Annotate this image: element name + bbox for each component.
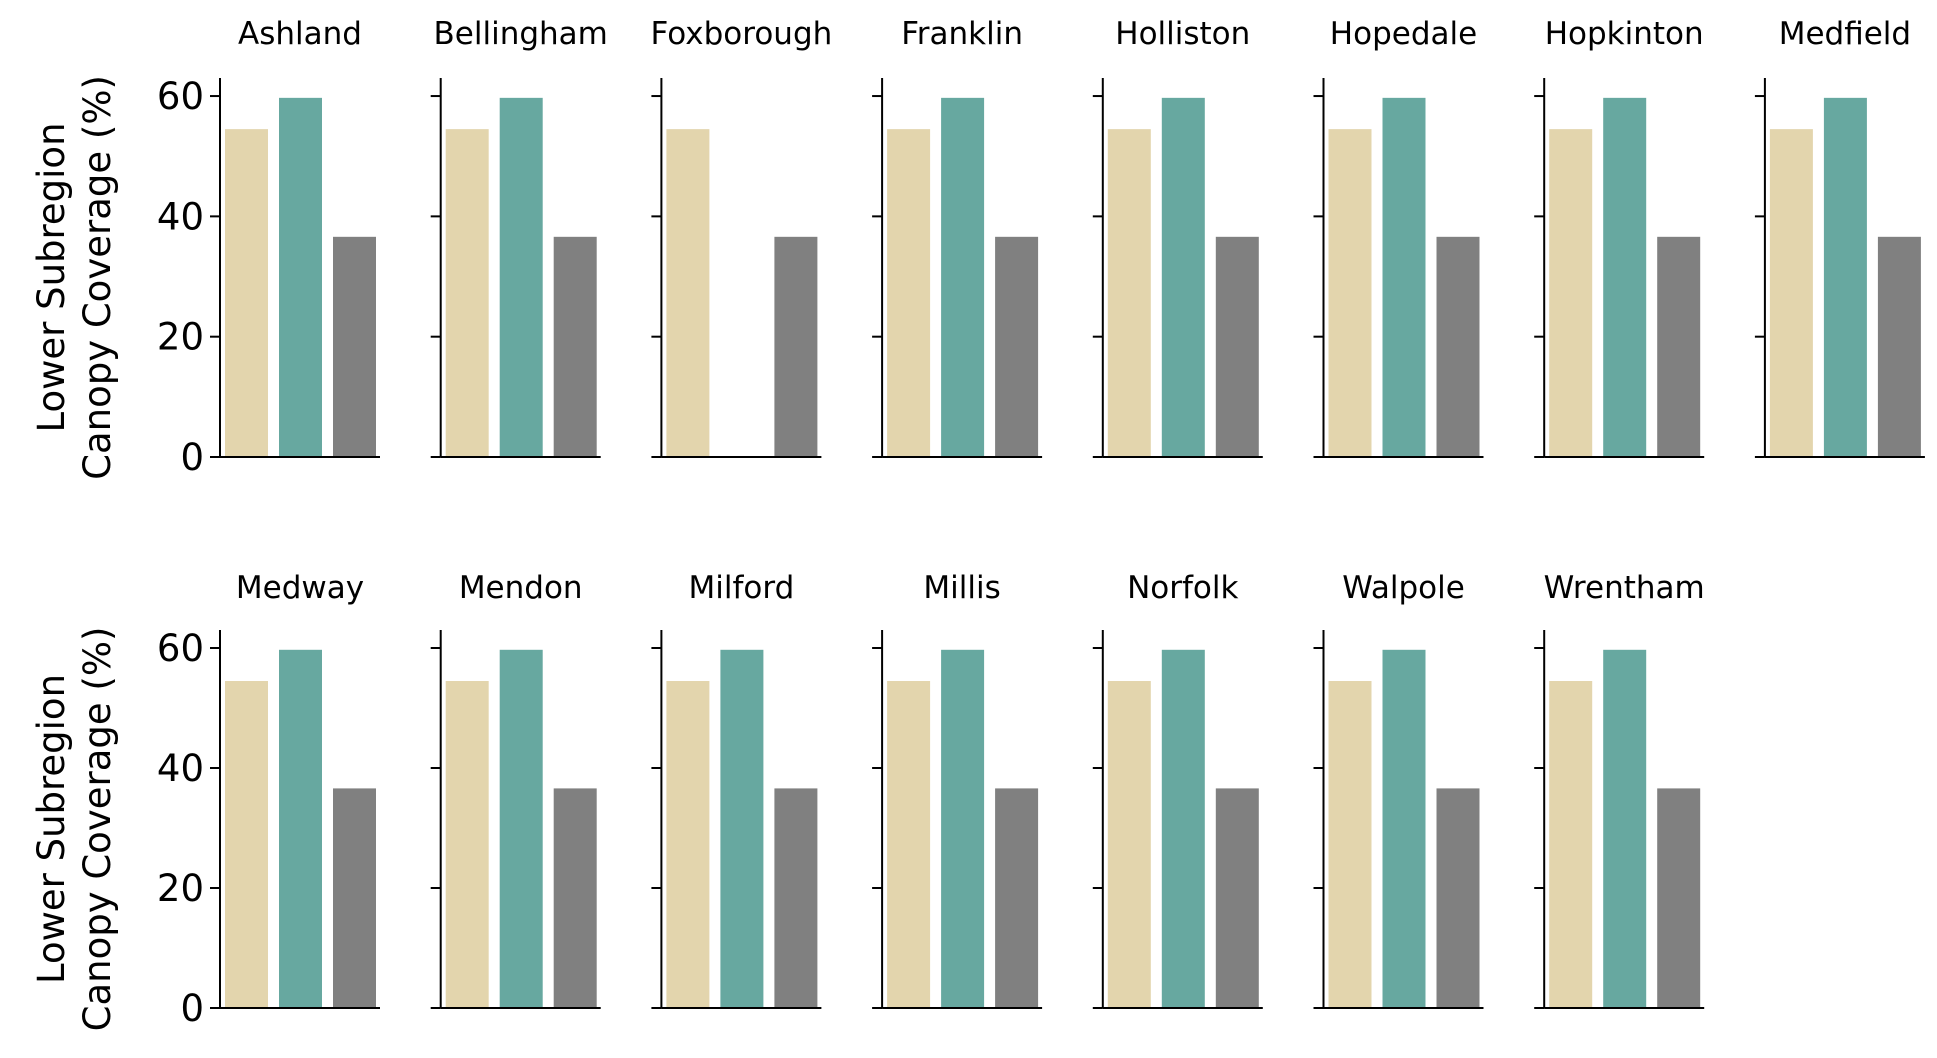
bar bbox=[1107, 129, 1151, 457]
bar bbox=[1769, 129, 1813, 457]
panel-walpole: Walpole bbox=[1313, 570, 1484, 1009]
bar bbox=[1161, 97, 1205, 457]
bar bbox=[1549, 129, 1593, 457]
bar bbox=[1436, 788, 1480, 1008]
bar bbox=[1657, 788, 1701, 1008]
bar bbox=[333, 788, 376, 1008]
panel-holliston: Holliston bbox=[1092, 16, 1263, 458]
y-axis-label-line1: Lower Subregion bbox=[30, 674, 73, 984]
bar bbox=[225, 129, 268, 457]
bar bbox=[445, 681, 489, 1008]
bar bbox=[887, 681, 931, 1008]
bar bbox=[666, 681, 710, 1008]
bar bbox=[1328, 129, 1372, 457]
panel-foxborough: Foxborough bbox=[651, 16, 833, 458]
panel-milford: Milford bbox=[651, 570, 822, 1009]
bar bbox=[1107, 681, 1151, 1008]
bar bbox=[225, 681, 268, 1008]
panel-medway: Medway 0 20 40 60 bbox=[157, 570, 380, 1030]
panel-title: Franklin bbox=[901, 16, 1023, 52]
panel-title: Holliston bbox=[1115, 16, 1250, 52]
panel-title: Hopkinton bbox=[1545, 16, 1704, 52]
panel-title: Bellingham bbox=[434, 16, 608, 52]
bar bbox=[279, 649, 322, 1008]
bar bbox=[1549, 681, 1593, 1008]
panel-title: Norfolk bbox=[1127, 570, 1238, 606]
bar bbox=[720, 649, 764, 1008]
bar bbox=[1215, 236, 1259, 457]
y-tick-label: 20 bbox=[157, 316, 204, 359]
bar bbox=[445, 129, 489, 457]
panel-ashland: Ashland 0 20 40 60 bbox=[157, 16, 380, 479]
panel-title: Mendon bbox=[459, 570, 583, 606]
bar bbox=[774, 788, 818, 1008]
bar bbox=[995, 236, 1039, 457]
bar bbox=[995, 788, 1039, 1008]
bar bbox=[1328, 681, 1372, 1008]
panel-hopedale: Hopedale bbox=[1313, 16, 1484, 458]
panel-title: Wrentham bbox=[1544, 570, 1705, 606]
panel-hopkinton: Hopkinton bbox=[1534, 16, 1705, 458]
y-axis-label: Lower Subregion Canopy Coverage (%) bbox=[30, 75, 119, 480]
panel-millis: Millis bbox=[872, 570, 1043, 1009]
y-axis-label-line2: Canopy Coverage (%) bbox=[76, 627, 119, 1032]
panel-mendon: Mendon bbox=[430, 570, 601, 1009]
y-tick-label: 0 bbox=[180, 436, 204, 479]
panel-title: Medway bbox=[236, 570, 364, 606]
panel-title: Foxborough bbox=[651, 16, 833, 52]
bar bbox=[1603, 649, 1647, 1008]
bar bbox=[887, 129, 931, 457]
bar bbox=[1382, 97, 1426, 457]
panel-franklin: Franklin bbox=[872, 16, 1043, 458]
bar bbox=[553, 236, 597, 457]
y-tick-label: 20 bbox=[157, 867, 204, 910]
y-tick-label: 40 bbox=[157, 195, 204, 238]
panel-bellingham: Bellingham bbox=[430, 16, 608, 458]
bar bbox=[1161, 649, 1205, 1008]
bar bbox=[941, 649, 985, 1008]
y-axis-label: Lower Subregion Canopy Coverage (%) bbox=[30, 627, 119, 1032]
y-axis-label-line2: Canopy Coverage (%) bbox=[76, 75, 119, 480]
y-tick-label: 60 bbox=[157, 75, 204, 118]
panel-medfield: Medfield bbox=[1754, 16, 1925, 458]
panel-title: Millis bbox=[923, 570, 1000, 606]
bar bbox=[333, 236, 376, 457]
panel-title: Walpole bbox=[1342, 570, 1465, 606]
y-tick-label: 40 bbox=[157, 747, 204, 790]
y-tick-label: 0 bbox=[180, 987, 204, 1030]
bar bbox=[553, 788, 597, 1008]
panel-title: Milford bbox=[689, 570, 795, 606]
bar bbox=[774, 236, 818, 457]
y-tick-label: 60 bbox=[157, 627, 204, 670]
bar bbox=[279, 97, 322, 457]
bar bbox=[499, 97, 543, 457]
bar bbox=[1877, 236, 1921, 457]
panel-title: Medfield bbox=[1779, 16, 1911, 52]
bar bbox=[666, 129, 710, 457]
panel-norfolk: Norfolk bbox=[1092, 570, 1263, 1009]
y-axis-label-line1: Lower Subregion bbox=[30, 122, 73, 432]
bar bbox=[1215, 788, 1259, 1008]
bar bbox=[1603, 97, 1647, 457]
bar bbox=[499, 649, 543, 1008]
bar bbox=[1823, 97, 1867, 457]
bar bbox=[1382, 649, 1426, 1008]
panel-title: Hopedale bbox=[1330, 16, 1477, 52]
bar bbox=[941, 97, 985, 457]
panel-wrentham: Wrentham bbox=[1534, 570, 1705, 1009]
bar bbox=[1657, 236, 1701, 457]
bar bbox=[1436, 236, 1480, 457]
panel-title: Ashland bbox=[238, 16, 362, 52]
